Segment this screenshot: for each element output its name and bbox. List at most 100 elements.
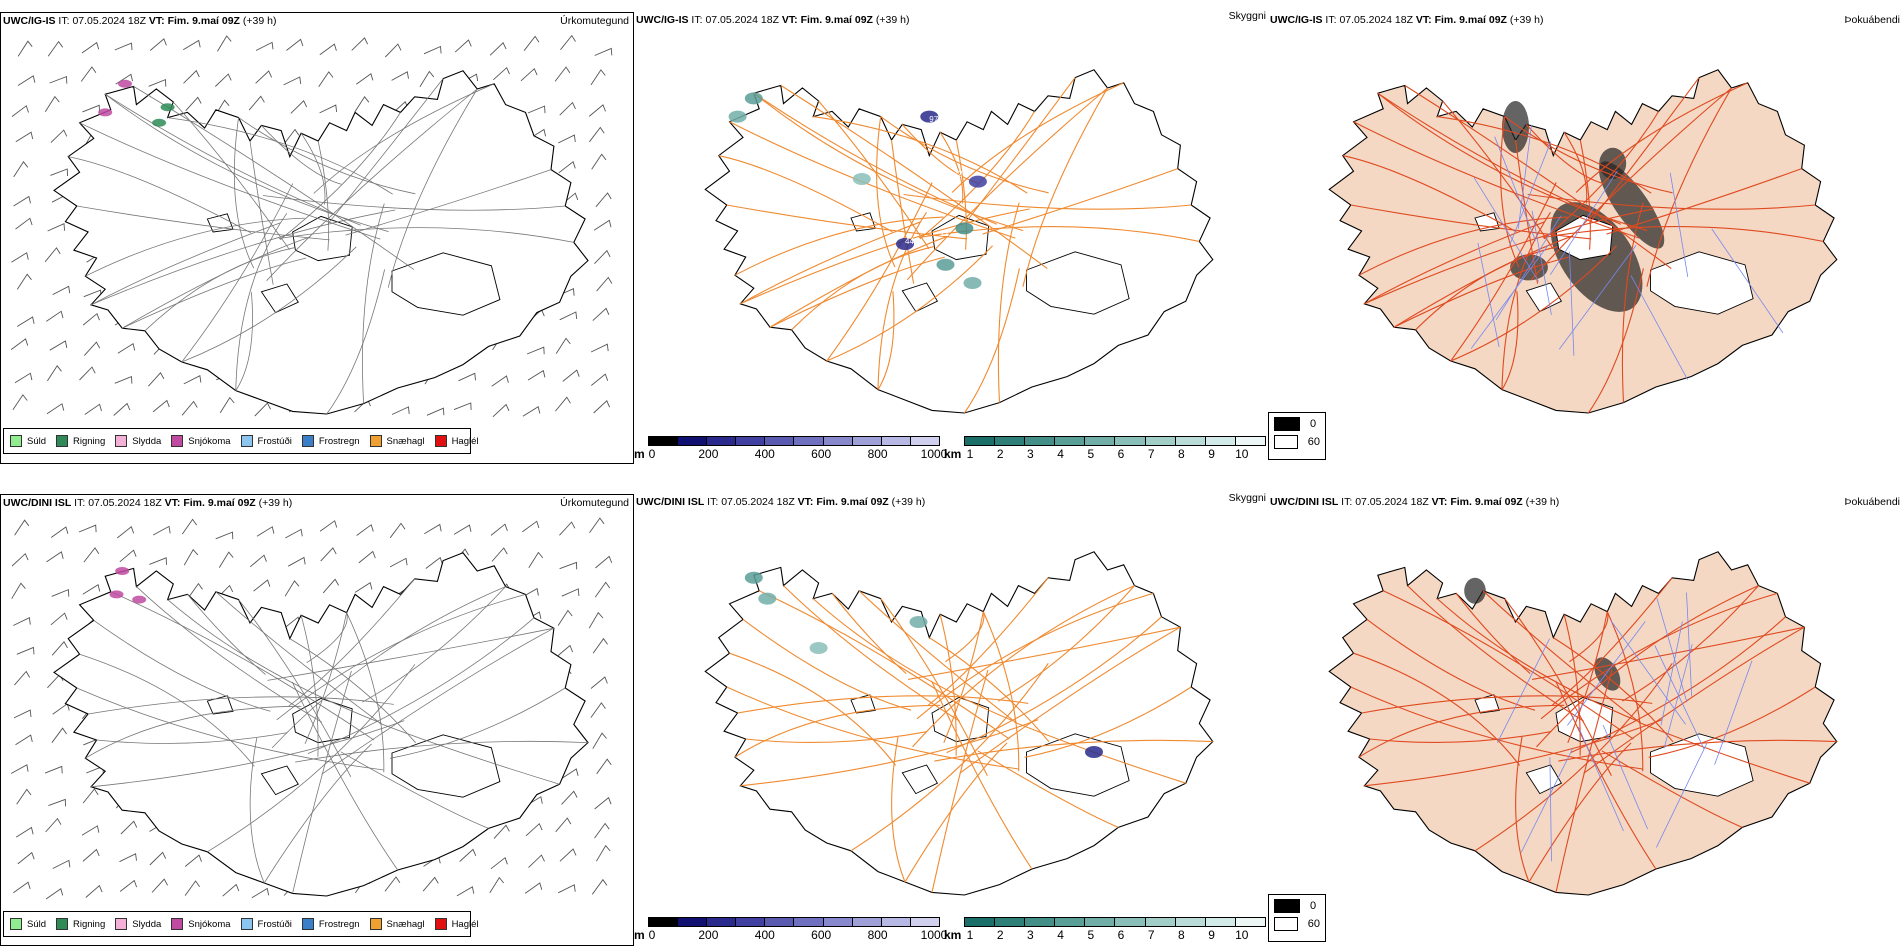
- road: [1552, 577, 1673, 706]
- wind-barb: [557, 609, 573, 626]
- wind-barb: [389, 557, 408, 568]
- colorbar-cell: [995, 437, 1026, 445]
- river: [1473, 177, 1539, 282]
- wind-barb: [588, 611, 604, 629]
- road: [317, 140, 330, 251]
- road: [1567, 611, 1608, 744]
- fog-legend-value: 60: [1307, 918, 1320, 930]
- wind-barb: [591, 373, 609, 386]
- wind-barb: [222, 883, 240, 897]
- road: [1342, 155, 1517, 233]
- road: [181, 246, 357, 363]
- wind-barb: [16, 316, 35, 327]
- glacier-outline: [850, 694, 876, 714]
- road: [1364, 719, 1663, 787]
- legend-item: Súld: [10, 918, 46, 930]
- wind-barb: [51, 641, 68, 656]
- ceiling-value-label: 72: [954, 169, 963, 178]
- colorbar-ticks: 1 2 3 4 5 6 7 8 9 10: [964, 927, 1266, 943]
- wind-barb: [152, 399, 170, 413]
- road: [379, 722, 560, 785]
- road: [982, 611, 1020, 772]
- colorbar-cell: [1085, 918, 1116, 926]
- road: [88, 696, 394, 715]
- colorbar-cell: [1115, 437, 1146, 445]
- wind-barb: [594, 822, 610, 839]
- colorbar-tick-label: 1: [966, 928, 974, 942]
- road: [826, 182, 933, 362]
- river: [1630, 275, 1688, 380]
- road: [289, 638, 417, 744]
- fog-index-legend-dini: 0 60: [1268, 894, 1326, 942]
- road: [718, 155, 893, 233]
- wind-barb: [318, 71, 334, 88]
- wind-barb: [119, 879, 138, 892]
- road: [1648, 686, 1816, 758]
- road: [740, 208, 1030, 305]
- glacier-outline: [1525, 282, 1563, 313]
- visibility-patch: [758, 592, 777, 605]
- wind-barb: [558, 134, 576, 144]
- colorbar-cell: [995, 918, 1026, 926]
- road: [826, 245, 993, 362]
- colorbar-cells: [964, 917, 1266, 927]
- road: [1528, 742, 1632, 883]
- road: [812, 598, 1017, 723]
- wind-barb: [151, 878, 168, 893]
- road: [295, 740, 589, 763]
- river-network: [1497, 592, 1753, 862]
- wind-barb: [489, 42, 507, 56]
- wind-barb: [555, 396, 571, 412]
- legend-label: Slydda: [132, 435, 162, 447]
- panel-title: UWC/IG-IS IT: 07.05.2024 18Z VT: Fim. 9.…: [3, 15, 277, 27]
- legend-swatch: [171, 918, 184, 930]
- river: [1531, 210, 1552, 315]
- road: [1024, 686, 1192, 758]
- wind-barb: [589, 126, 605, 143]
- precip-areas: [98, 79, 175, 127]
- road: [110, 591, 375, 741]
- wind-barb: [561, 588, 580, 597]
- road: [167, 599, 382, 724]
- wind-barb: [491, 547, 508, 562]
- road: [737, 695, 1029, 714]
- precip-patch: [160, 103, 175, 112]
- wind-barb: [283, 76, 302, 86]
- wind-barb: [148, 78, 167, 87]
- road: [96, 732, 288, 744]
- colorbar-unit: km: [944, 928, 962, 942]
- wind-barb: [82, 312, 100, 326]
- wind-barb: [522, 405, 541, 417]
- wind-barb: [556, 644, 574, 658]
- road: [93, 620, 271, 712]
- wind-barb: [391, 71, 409, 81]
- wind-barb: [456, 886, 475, 897]
- fog-legend-swatch: [1274, 417, 1300, 431]
- road: [340, 751, 489, 829]
- road: [1377, 92, 1648, 232]
- glacier-outline: [1650, 251, 1754, 315]
- colorbar-cell: [1205, 437, 1236, 445]
- road: [90, 720, 405, 788]
- road: [1589, 77, 1700, 223]
- colorbar-cell: [965, 918, 996, 926]
- road: [235, 213, 288, 391]
- panel-type-label: Skyggni: [1228, 10, 1266, 22]
- road: [307, 617, 535, 754]
- legend-item: Rigning: [56, 918, 105, 930]
- road: [1350, 686, 1643, 770]
- road: [233, 117, 255, 269]
- road: [276, 594, 526, 721]
- road: [181, 183, 294, 363]
- road: [1393, 256, 1569, 328]
- visibility-areas: [744, 571, 1103, 758]
- wind-barb: [47, 365, 62, 382]
- road: [90, 222, 281, 306]
- fog-legend-swatch: [1274, 899, 1300, 913]
- colorbar-cell: [1175, 918, 1206, 926]
- colorbar-tick-label: 4: [1057, 447, 1064, 461]
- colorbar-cell: [649, 918, 679, 926]
- wind-barb: [253, 579, 271, 592]
- river: [1610, 620, 1686, 725]
- visibility-panel-igis: UWC/IG-IS IT: 07.05.2024 18Z VT: Fim. 9.…: [634, 10, 1268, 464]
